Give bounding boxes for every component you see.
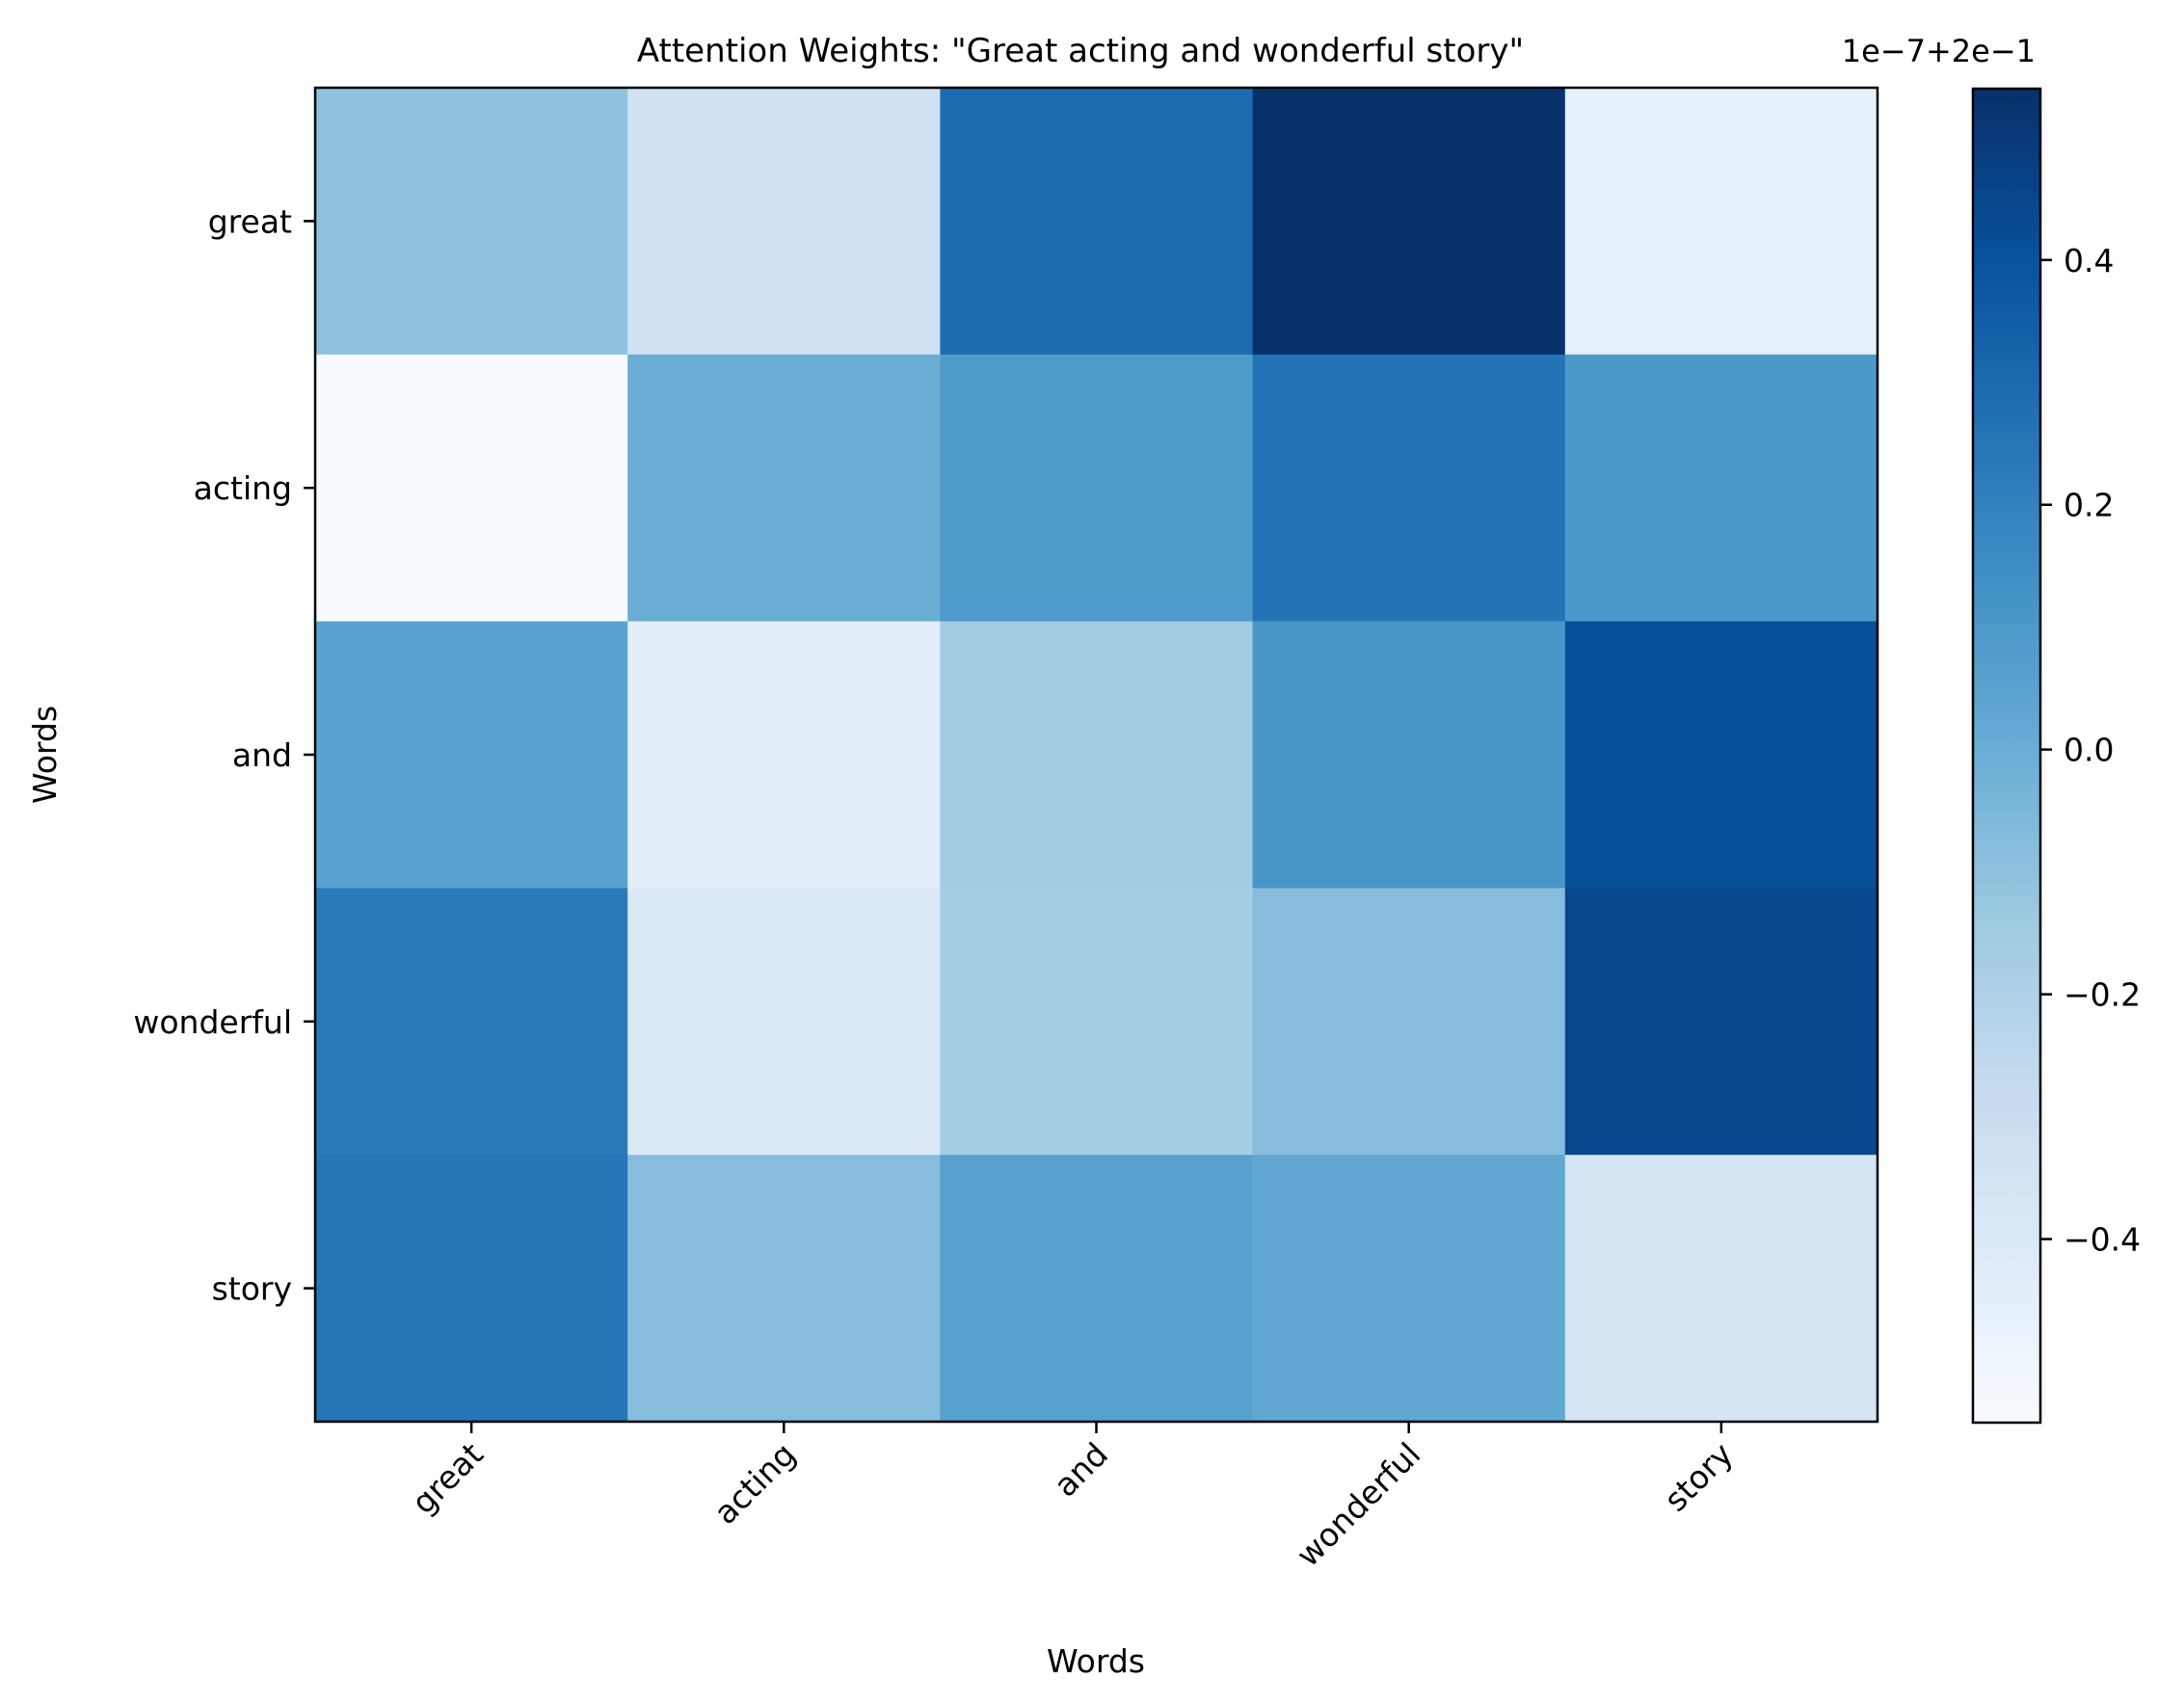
heatmap-cell xyxy=(1252,88,1566,356)
heatmap-cell xyxy=(315,354,628,623)
heatmap-cell xyxy=(1564,1155,1878,1423)
y-tick-label: great xyxy=(208,202,292,240)
x-axis-label: Words xyxy=(1047,1642,1145,1680)
heatmap-cell xyxy=(1252,354,1566,623)
colorbar-tick-label: −0.2 xyxy=(2064,976,2141,1014)
y-tick-label: story xyxy=(212,1270,292,1308)
heatmap-cell xyxy=(940,354,1254,623)
heatmap-cell xyxy=(315,88,628,356)
x-tick-label: wonderful xyxy=(1289,1435,1427,1574)
heatmap-cell xyxy=(1564,88,1878,356)
heatmap-cell xyxy=(627,354,941,623)
heatmap-cell xyxy=(315,1155,628,1423)
y-tick-label: acting xyxy=(194,469,292,507)
heatmap-cell xyxy=(315,621,628,889)
heatmap-cell xyxy=(627,888,941,1156)
colorbar-tick-label: 0.2 xyxy=(2064,487,2114,524)
colorbar xyxy=(1971,87,2042,1425)
chart-title: Attention Weights: "Great acting and won… xyxy=(637,32,1524,70)
heatmap-cell xyxy=(315,888,628,1156)
heatmap-cell xyxy=(1252,1155,1566,1423)
heatmap-cell xyxy=(627,621,941,889)
heatmap-cell xyxy=(940,88,1254,356)
y-axis: great acting and wonderful story xyxy=(133,202,315,1308)
y-tick-label: wonderful xyxy=(133,1003,292,1041)
heatmap-cells xyxy=(315,88,1878,1423)
colorbar-offset-text: 1e−7+2e−1 xyxy=(1842,33,2036,69)
x-axis: great acting and wonderful story xyxy=(404,1422,1741,1574)
x-tick-label: and xyxy=(1047,1435,1115,1504)
x-tick-label: acting xyxy=(706,1435,803,1532)
heatmap-cell xyxy=(627,88,941,356)
y-axis-label: Words xyxy=(26,706,64,804)
heatmap-cell xyxy=(627,1155,941,1423)
heatmap-cell xyxy=(940,621,1254,889)
heatmap-cell xyxy=(1564,621,1878,889)
colorbar-ticks: −0.4 −0.2 0.0 0.2 0.4 xyxy=(2040,242,2141,1259)
colorbar-tick-label: 0.0 xyxy=(2064,732,2114,769)
heatmap-cell xyxy=(1252,888,1566,1156)
heatmap-cell xyxy=(1252,621,1566,889)
colorbar-tick-label: 0.4 xyxy=(2064,242,2114,280)
y-tick-label: and xyxy=(232,736,292,774)
x-tick-label: story xyxy=(1657,1435,1741,1519)
heatmap-cell xyxy=(940,1155,1254,1423)
x-tick-label: great xyxy=(404,1435,490,1521)
heatmap-cell xyxy=(1564,888,1878,1156)
heatmap-cell xyxy=(1564,354,1878,623)
heatmap-cell xyxy=(940,888,1254,1156)
colorbar-tick-label: −0.4 xyxy=(2064,1221,2141,1259)
